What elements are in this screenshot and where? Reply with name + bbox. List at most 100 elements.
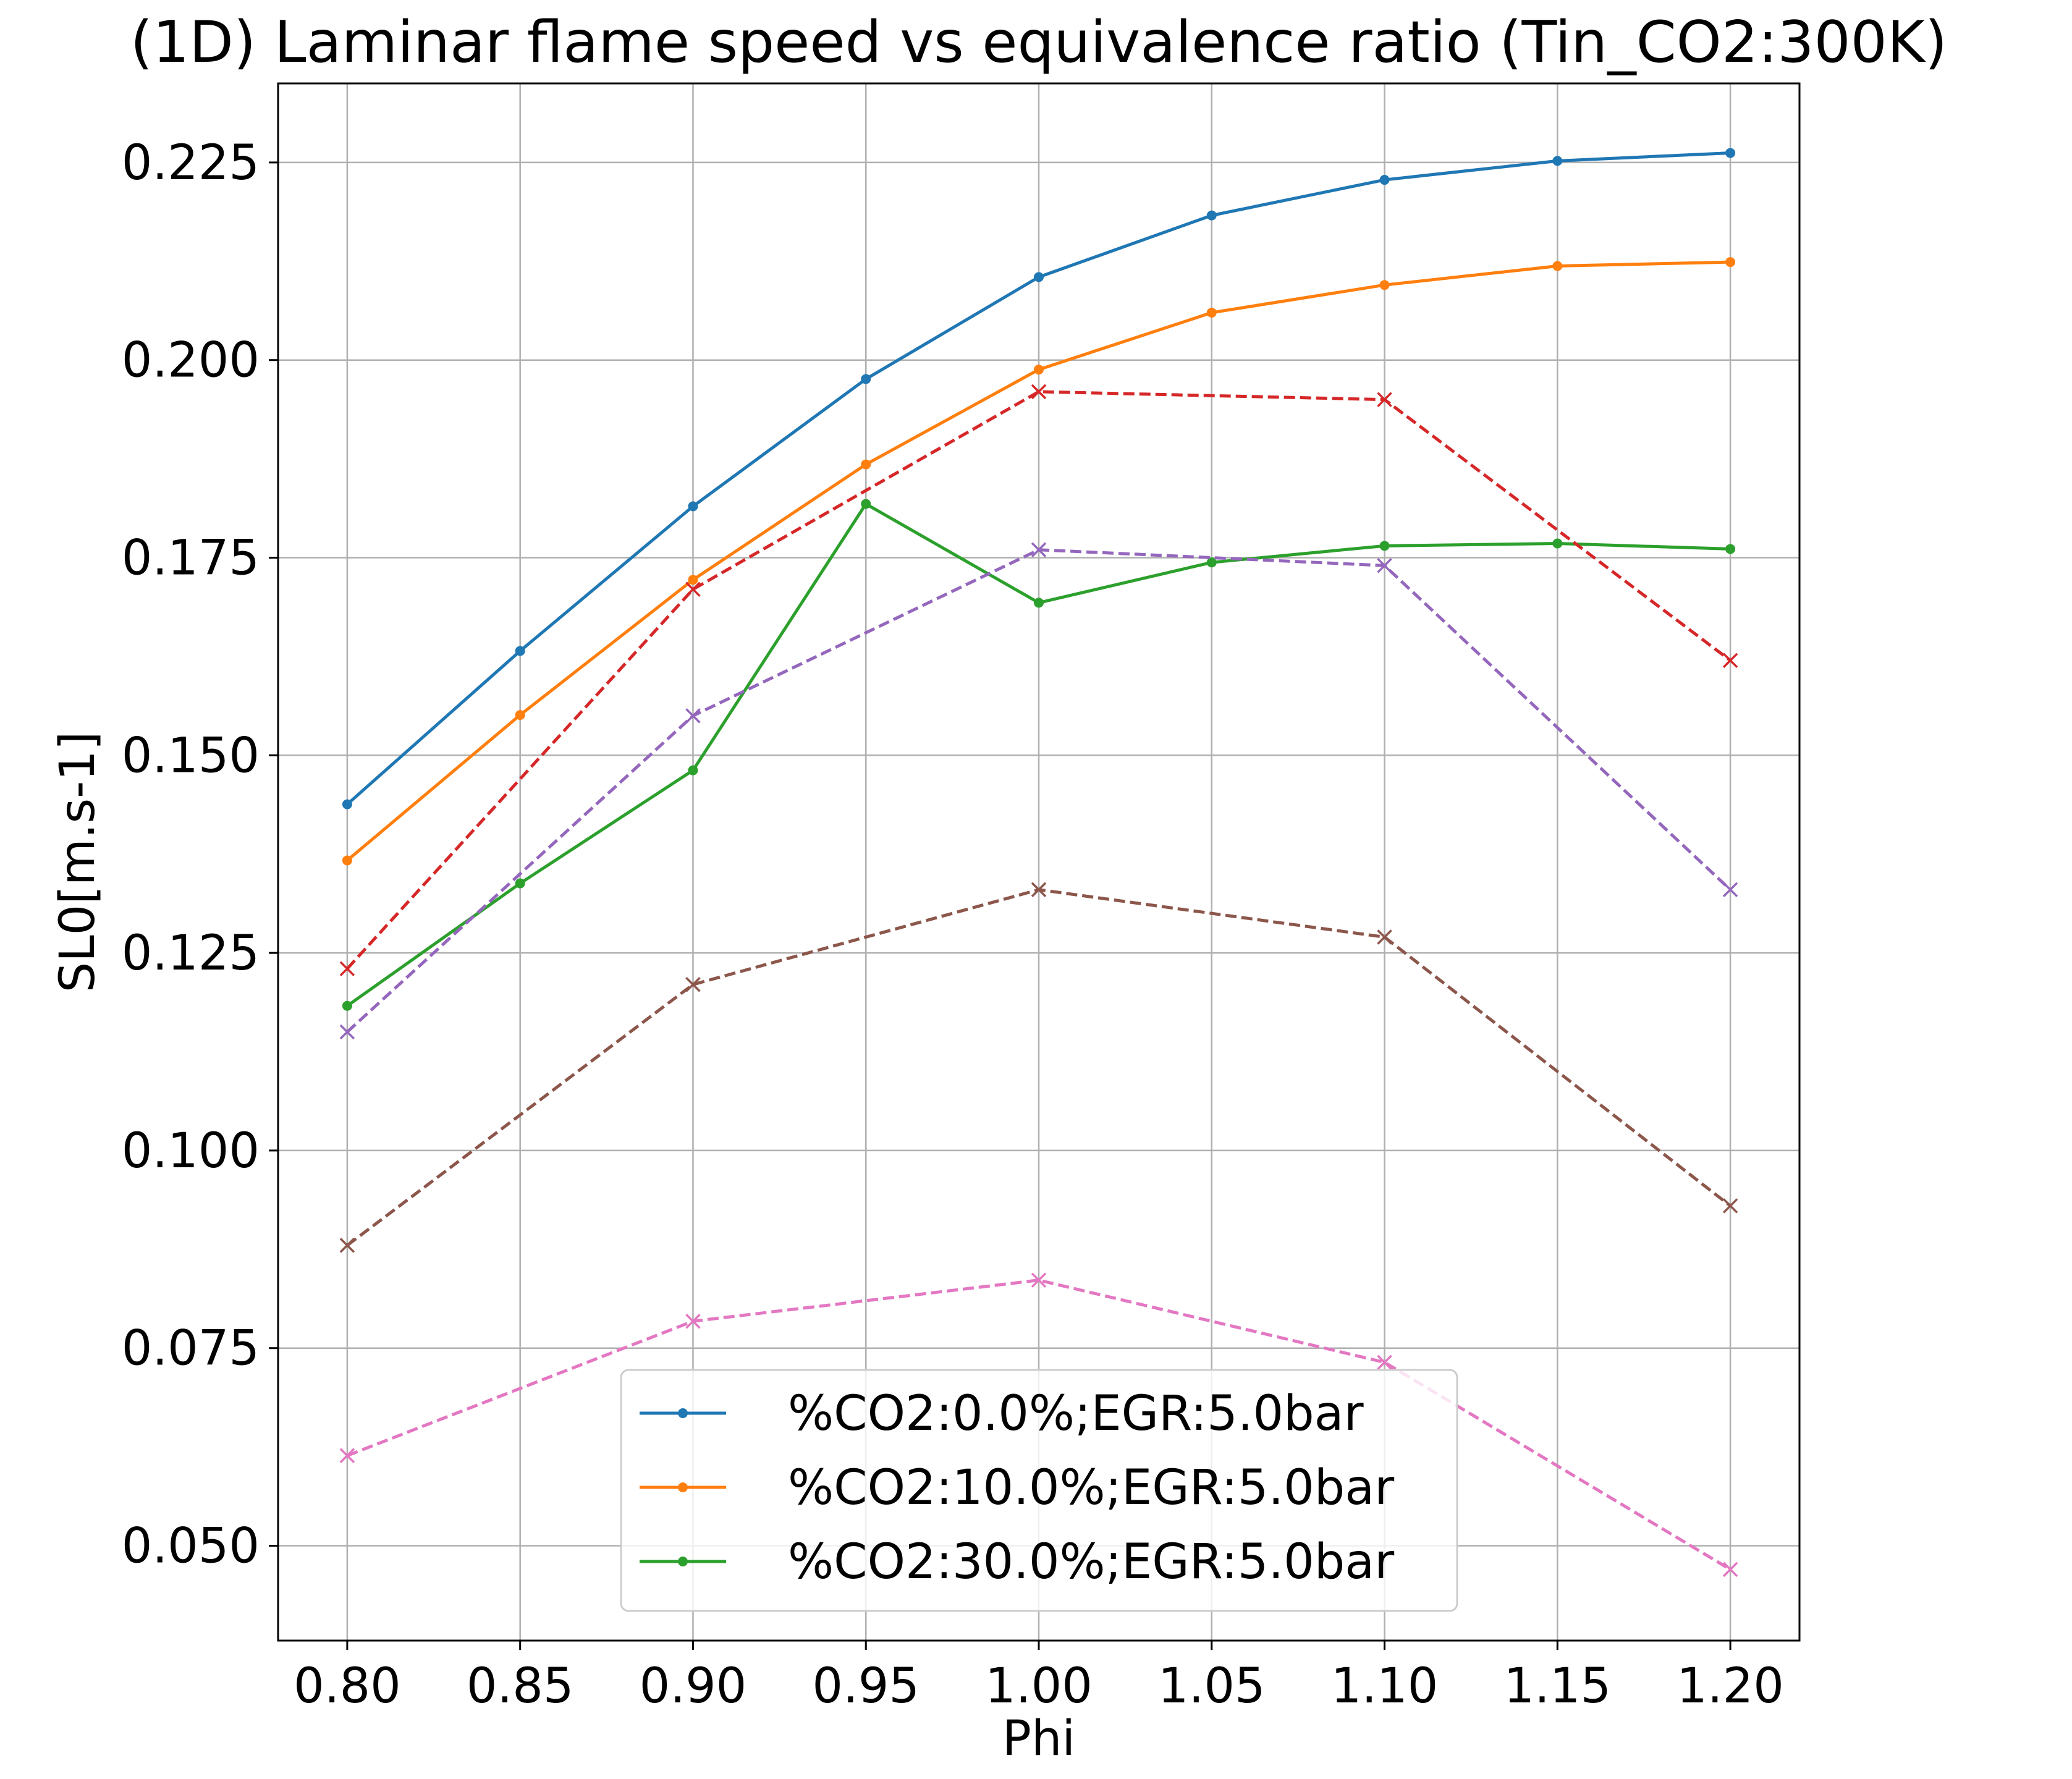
legend-marker <box>678 1557 688 1566</box>
y-axis-ticks: 0.050 0.075 0.100 0.125 0.150 0.175 0.200 0.225 <box>122 135 278 1574</box>
data-point <box>1552 538 1563 549</box>
data-point <box>1722 1561 1738 1578</box>
x-tick-label: 1.00 <box>985 1659 1093 1714</box>
x-tick-label: 1.15 <box>1503 1659 1611 1714</box>
data-point <box>339 1024 355 1040</box>
data-point <box>515 646 525 656</box>
series-2 <box>342 257 1736 866</box>
marker-stroke <box>1722 882 1738 898</box>
legend-box <box>620 1369 1458 1612</box>
marker-stroke <box>339 1448 355 1463</box>
marker-stroke <box>339 1024 355 1040</box>
data-point <box>1034 365 1044 375</box>
marker-stroke <box>1377 1354 1392 1370</box>
data-point <box>1379 175 1390 185</box>
y-tick-label: 0.075 <box>122 1321 260 1377</box>
data-point <box>1377 1354 1392 1370</box>
x-tick-label: 1.10 <box>1331 1659 1439 1714</box>
data-point <box>688 575 698 585</box>
data-point <box>1206 557 1217 568</box>
data-point <box>1377 392 1392 407</box>
series-7 <box>339 1272 1738 1578</box>
marker-stroke <box>685 581 701 597</box>
data-point <box>685 1313 701 1329</box>
series-line <box>346 390 1732 970</box>
data-point <box>1206 210 1217 221</box>
legend-marker <box>678 1408 688 1418</box>
data-point <box>1031 882 1047 898</box>
data-point <box>1377 929 1392 945</box>
data-point <box>1725 544 1736 554</box>
marker-stroke <box>685 1313 701 1329</box>
series-line <box>347 1278 1732 1571</box>
data-point <box>685 708 701 724</box>
data-point <box>1725 148 1736 158</box>
marker-stroke <box>1377 929 1392 945</box>
x-tick-label: 1.05 <box>1158 1659 1266 1714</box>
legend-label: %CO2:10.0%;EGR:5.0bar <box>788 1460 1395 1516</box>
legend-item: %CO2:30.0%;EGR:5.0bar <box>640 1534 1395 1590</box>
x-tick-label: 1.20 <box>1677 1659 1784 1714</box>
series-6 <box>339 882 1738 1253</box>
data-point <box>1034 598 1044 608</box>
legend-label: %CO2:0.0%;EGR:5.0bar <box>788 1386 1364 1442</box>
y-tick-label: 0.150 <box>122 728 260 784</box>
marker-stroke <box>339 961 355 976</box>
data-point <box>861 459 871 470</box>
marker-stroke <box>1031 384 1047 400</box>
legend-item: %CO2:0.0%;EGR:5.0bar <box>640 1386 1364 1442</box>
data-point <box>1034 272 1044 282</box>
data-point <box>1722 1198 1738 1214</box>
marker-stroke <box>1377 392 1392 407</box>
series-5 <box>339 542 1738 1040</box>
data-point <box>1722 653 1738 669</box>
plot-series <box>339 148 1738 1578</box>
data-point <box>1031 384 1047 400</box>
y-axis-label: SL0[m.s-1] <box>50 732 106 993</box>
data-point <box>515 878 525 889</box>
chart-title: (1D) Laminar flame speed vs equivalence … <box>130 9 1947 75</box>
data-point <box>1031 1272 1047 1288</box>
data-point <box>861 374 871 384</box>
marker-stroke <box>685 708 701 724</box>
data-point <box>515 710 525 720</box>
x-tick-label: 0.95 <box>812 1659 920 1714</box>
legend-item: %CO2:10.0%;EGR:5.0bar <box>640 1460 1395 1516</box>
marker-stroke <box>1031 542 1047 557</box>
data-point <box>1379 541 1390 551</box>
data-point <box>1206 307 1217 318</box>
data-point <box>1379 280 1390 290</box>
x-axis-ticks: 0.80 0.85 0.90 0.95 1.00 1.05 1.10 1.15 1.20 <box>294 1641 1784 1714</box>
data-point <box>1031 542 1047 557</box>
y-tick-label: 0.050 <box>122 1518 260 1574</box>
marker-stroke <box>1377 558 1392 573</box>
y-tick-label: 0.175 <box>122 531 260 586</box>
y-tick-label: 0.125 <box>122 926 260 981</box>
data-point <box>1725 257 1736 268</box>
data-point <box>339 961 355 976</box>
series-4 <box>339 384 1738 976</box>
data-point <box>339 1238 355 1253</box>
x-tick-label: 0.85 <box>467 1659 574 1714</box>
data-point <box>685 581 701 597</box>
y-tick-label: 0.100 <box>122 1123 260 1179</box>
data-point <box>342 1000 352 1011</box>
data-point <box>342 855 352 866</box>
data-point <box>1722 882 1738 898</box>
marker-stroke <box>685 977 701 992</box>
data-point <box>342 799 352 809</box>
y-tick-label: 0.200 <box>122 333 260 389</box>
marker-stroke <box>1031 1272 1047 1288</box>
series-1 <box>342 148 1736 809</box>
marker-stroke <box>339 1238 355 1253</box>
data-point <box>861 499 871 509</box>
y-tick-label: 0.225 <box>122 135 260 191</box>
legend-label: %CO2:30.0%;EGR:5.0bar <box>788 1534 1395 1590</box>
data-point <box>339 1448 355 1463</box>
x-axis-label: Phi <box>1002 1711 1075 1767</box>
marker-stroke <box>1031 882 1047 898</box>
marker-stroke <box>1722 1198 1738 1214</box>
marker-stroke <box>1722 1561 1738 1578</box>
data-point <box>1552 156 1563 166</box>
